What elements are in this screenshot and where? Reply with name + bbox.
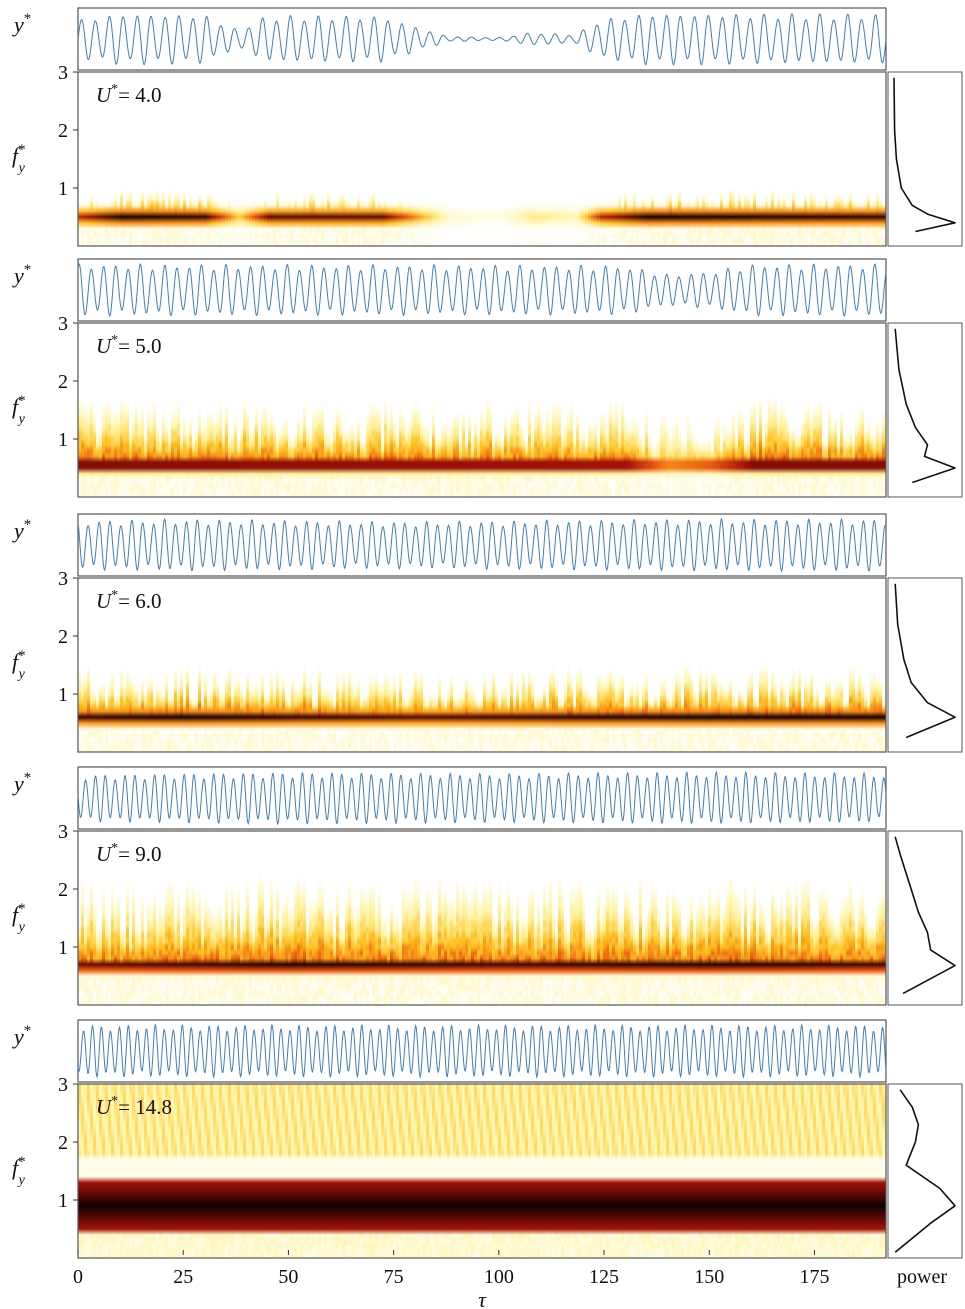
wavelet-figure: y*U*= 4.0f* y123y*U*= 5.0f* y123y*U*= 6.0f… — [12, 7, 963, 1309]
